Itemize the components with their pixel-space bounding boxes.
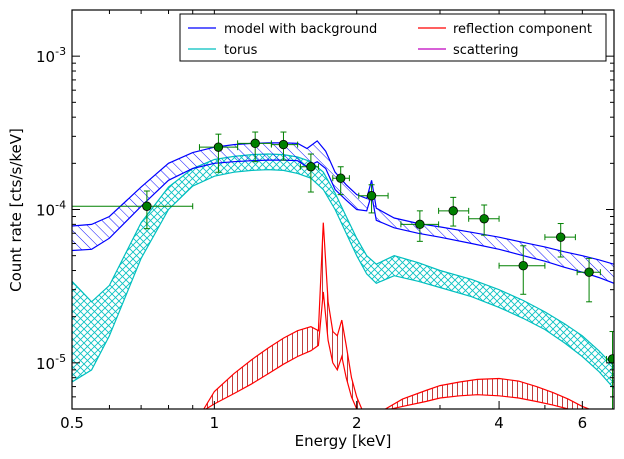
data-points bbox=[72, 131, 614, 409]
series-2-upper-line bbox=[203, 222, 363, 409]
data-point-marker bbox=[479, 214, 489, 224]
series-3-upper-line bbox=[385, 377, 591, 409]
legend-label-scattering: scattering bbox=[453, 43, 519, 58]
legend-label-reflection: reflection component bbox=[453, 22, 592, 37]
data-point-marker bbox=[607, 354, 614, 364]
legend-box bbox=[179, 13, 607, 62]
data-point-marker bbox=[366, 191, 377, 201]
data-point-marker bbox=[142, 201, 152, 211]
y-tick-label: 10-4 bbox=[36, 199, 66, 220]
data-point-marker bbox=[278, 139, 289, 150]
y-tick-label: 10-3 bbox=[36, 45, 66, 66]
series-3-lower-line bbox=[388, 394, 575, 409]
y-axis-label: Count rate [cts/s/keV] bbox=[7, 128, 25, 292]
series-1-upper-line bbox=[72, 153, 614, 367]
data-point-marker bbox=[250, 138, 260, 149]
series-2-band bbox=[203, 222, 362, 409]
x-tick-label: 0.5 bbox=[60, 414, 84, 432]
x-axis-label: Energy [keV] bbox=[295, 432, 392, 450]
x-tick-label: 6 bbox=[578, 414, 588, 432]
data-point-marker bbox=[556, 232, 566, 242]
data-point-marker bbox=[415, 219, 425, 230]
x-tick-label: 2 bbox=[352, 414, 362, 432]
data-point-marker bbox=[336, 173, 346, 183]
y-axis-ticks: 10-5 10-4 10-3 bbox=[36, 9, 614, 398]
data-point-marker bbox=[518, 261, 528, 271]
data-point-marker bbox=[213, 142, 224, 152]
data-point-marker bbox=[584, 267, 594, 277]
data-point-marker bbox=[306, 162, 316, 172]
x-tick-label: 1 bbox=[210, 414, 220, 432]
data-point-marker bbox=[448, 206, 458, 216]
legend-label-torus: torus bbox=[224, 43, 258, 58]
legend-label-model: model with background bbox=[224, 22, 377, 37]
y-tick-label: 10-5 bbox=[36, 352, 66, 373]
x-tick-label: 4 bbox=[494, 414, 504, 432]
x-axis-ticks: 0.5 1 2 4 6 bbox=[60, 10, 615, 432]
series-1-lower-line bbox=[72, 168, 614, 389]
legend: model with background reflection compone… bbox=[179, 13, 607, 62]
series-2-lower-line bbox=[204, 291, 360, 409]
